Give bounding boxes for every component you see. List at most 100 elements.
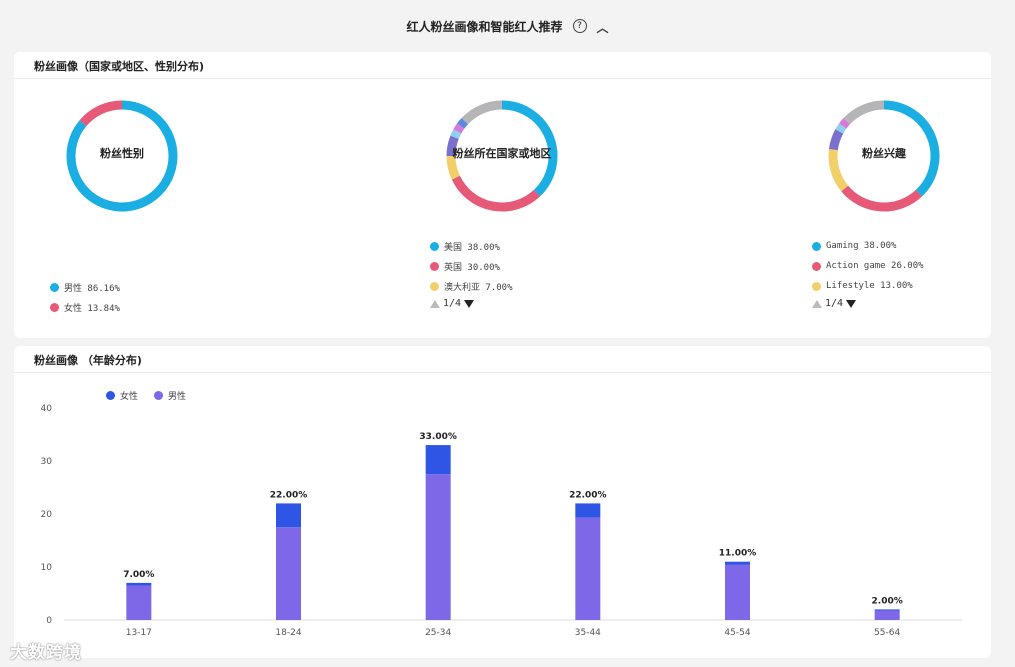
section-header[interactable]: 红人粉丝画像和智能红人推荐 ? ︿ [0, 10, 1015, 42]
y-tick-label: 30 [41, 457, 53, 467]
y-tick-label: 40 [41, 404, 53, 414]
legend-item[interactable]: 美国 38.00% [430, 236, 513, 256]
donut-slice[interactable] [828, 129, 844, 151]
pager-text: 1/4 [825, 298, 844, 309]
legend-label: 美国 38.00% [444, 242, 500, 253]
gender-legend: 男性 86.16% 女性 13.84% [50, 277, 120, 317]
bar-segment[interactable] [126, 582, 152, 586]
card-title: 粉丝画像（国家或地区、性别分布) [34, 60, 205, 73]
legend-dot [154, 390, 164, 400]
interest-donut [828, 100, 940, 212]
bar-segment[interactable] [575, 517, 601, 620]
bar-segment[interactable] [276, 527, 301, 620]
bar-value-label: 33.00% [419, 432, 457, 442]
bar-segment[interactable] [425, 474, 451, 620]
legend-label: Lifestyle 13.00% [826, 281, 913, 291]
y-tick-label: 20 [41, 510, 53, 520]
bar-segment[interactable] [276, 503, 301, 528]
bar-segment[interactable] [425, 445, 451, 475]
divider [14, 372, 991, 373]
donut-slice[interactable] [446, 135, 459, 157]
legend-label: 男性 86.16% [64, 283, 120, 294]
x-tick-label: 55-64 [874, 628, 900, 638]
help-icon[interactable]: ? [572, 19, 587, 33]
legend-dot [430, 241, 439, 251]
legend-dot [812, 261, 821, 271]
donut-slice[interactable] [501, 100, 558, 197]
legend-item-female[interactable]: 女性 [106, 388, 138, 402]
donut-slice[interactable] [839, 118, 851, 129]
page-down-icon[interactable] [464, 299, 475, 308]
bar-value-label: 22.00% [270, 490, 308, 500]
legend-dot [430, 281, 439, 291]
legend-item[interactable]: Action game 26.00% [812, 256, 924, 276]
legend-item[interactable]: 男性 86.16% [50, 277, 120, 297]
donut-label-country: 粉丝所在国家或地区 [452, 147, 552, 160]
bar-segment[interactable] [874, 609, 900, 611]
bar-chart-legend: 女性 男性 [106, 388, 186, 402]
y-tick-label: 0 [46, 616, 52, 626]
donut-slice[interactable] [79, 100, 123, 127]
legend-dot [106, 390, 115, 400]
donut-slice[interactable] [843, 100, 885, 125]
bar-segment[interactable] [725, 564, 750, 620]
age-bar-chart: 0 10 20 30 40 7.00% 13-17 22.00% 18-24 33.00% 25-3… [41, 404, 962, 638]
bar-segment[interactable] [126, 585, 152, 620]
donut-slice[interactable] [453, 123, 465, 134]
donut-slice[interactable] [451, 175, 540, 212]
donut-slice[interactable] [828, 149, 849, 192]
bar-value-label: 22.00% [569, 490, 607, 500]
legend-label: Gaming 38.00% [826, 241, 897, 251]
country-legend: 美国 38.00% 英国 30.00% 澳大利亚 7.00% 1/4 [430, 236, 513, 309]
age-distribution-card: 粉丝画像 （年龄分布) 女性 男性 0 10 20 30 40 7.00% 13-17 22.… [14, 346, 991, 658]
x-tick-label: 13-17 [126, 628, 152, 638]
legend-item[interactable]: Gaming 38.00% [812, 236, 924, 256]
x-tick-label: 25-34 [425, 628, 451, 638]
y-tick-label: 10 [41, 563, 53, 573]
donut-slice[interactable] [841, 185, 922, 212]
legend-label: 英国 30.00% [444, 262, 500, 273]
section-header-title: 红人粉丝画像和智能红人推荐 [406, 19, 563, 34]
legend-item[interactable]: 女性 13.84% [50, 297, 120, 317]
bar-value-label: 11.00% [719, 549, 757, 559]
page-up-icon[interactable] [430, 299, 440, 308]
chevron-up-icon[interactable]: ︿ [596, 20, 609, 35]
page-up-icon[interactable] [812, 299, 822, 308]
fan-profile-card: 粉丝画像（国家或地区、性别分布) 粉丝性别 男性 86.16% 女性 13.84%… [14, 52, 991, 338]
donut-slice[interactable] [457, 118, 469, 129]
legend-item[interactable]: 英国 30.00% [430, 256, 513, 276]
legend-item-male[interactable]: 男性 [154, 388, 186, 402]
page-down-icon[interactable] [846, 299, 857, 308]
interest-legend: Gaming 38.00% Action game 26.00% Lifestyle… [812, 236, 924, 309]
x-tick-label: 18-24 [275, 628, 301, 638]
donut-slice[interactable] [461, 100, 503, 125]
card-title: 粉丝画像 （年龄分布) [34, 354, 142, 367]
legend-dot [430, 261, 439, 271]
bar-value-label: 7.00% [123, 570, 154, 580]
pager-text: 1/4 [443, 298, 462, 309]
bar-segment[interactable] [725, 561, 750, 565]
legend-dot [812, 281, 821, 291]
bar-segment[interactable] [575, 503, 601, 518]
legend-label: 澳大利亚 7.00% [444, 282, 513, 293]
legend-label: 女性 [120, 391, 139, 402]
donut-slice[interactable] [883, 100, 940, 197]
donut-slice[interactable] [835, 123, 847, 134]
donut-slice[interactable] [66, 100, 178, 212]
divider [14, 78, 991, 79]
bar-value-label: 2.00% [872, 596, 903, 606]
legend-dot [812, 241, 821, 251]
gender-donut [66, 100, 178, 212]
legend-label: 女性 13.84% [64, 303, 120, 314]
legend-pager: 1/4 [430, 298, 513, 309]
legend-label: Action game 26.00% [826, 261, 924, 271]
legend-dot [50, 282, 59, 292]
legend-item[interactable]: Lifestyle 13.00% [812, 276, 924, 296]
legend-dot [50, 302, 59, 312]
x-tick-label: 45-54 [724, 628, 750, 638]
bar-segment[interactable] [874, 610, 900, 620]
watermark: 大数跨境 [10, 643, 82, 663]
donut-slice[interactable] [450, 129, 462, 139]
donut-slice[interactable] [446, 155, 461, 180]
legend-item[interactable]: 澳大利亚 7.00% [430, 276, 513, 296]
